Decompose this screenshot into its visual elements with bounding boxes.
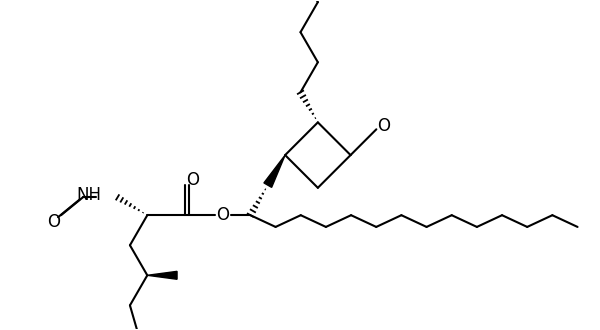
Text: O: O bbox=[377, 117, 390, 135]
Polygon shape bbox=[147, 271, 177, 279]
Polygon shape bbox=[264, 155, 285, 187]
Text: O: O bbox=[216, 206, 229, 224]
Text: NH: NH bbox=[77, 186, 101, 204]
Text: O: O bbox=[47, 213, 61, 231]
Text: O: O bbox=[187, 172, 199, 189]
